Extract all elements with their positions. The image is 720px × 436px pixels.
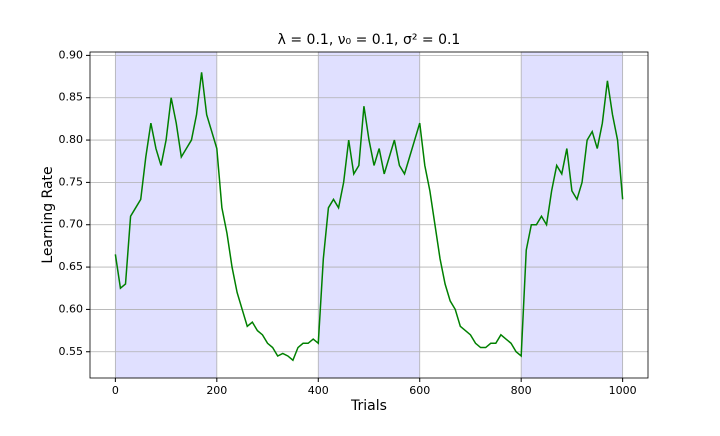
x-tick-label: 800: [511, 384, 532, 397]
y-tick-label: 0.80: [59, 133, 84, 146]
data-line: [114, 72, 624, 362]
y-tick-label: 0.85: [59, 91, 84, 104]
x-tick-label: 200: [206, 384, 227, 397]
y-tick-label: 0.70: [59, 218, 84, 231]
y-tick-label: 0.90: [59, 48, 84, 61]
x-axis-label: Trials: [350, 398, 387, 414]
y-tick-label: 0.75: [59, 175, 84, 188]
shaded-region: [114, 51, 218, 379]
chart-title: λ = 0.1, ν₀ = 0.1, σ² = 0.1: [278, 32, 461, 48]
y-tick-label: 0.60: [59, 302, 84, 315]
y-axis-label: Learning Rate: [40, 166, 56, 263]
shaded-region: [520, 51, 624, 379]
x-tick-label: 1000: [609, 384, 637, 397]
x-tick-label: 0: [112, 384, 119, 397]
x-tick-label: 400: [308, 384, 329, 397]
y-tick-label: 0.55: [59, 345, 84, 358]
plot-frame: [89, 51, 649, 379]
shaded-region: [317, 51, 421, 379]
x-tick-label: 600: [409, 384, 430, 397]
y-tick-label: 0.65: [59, 260, 84, 273]
